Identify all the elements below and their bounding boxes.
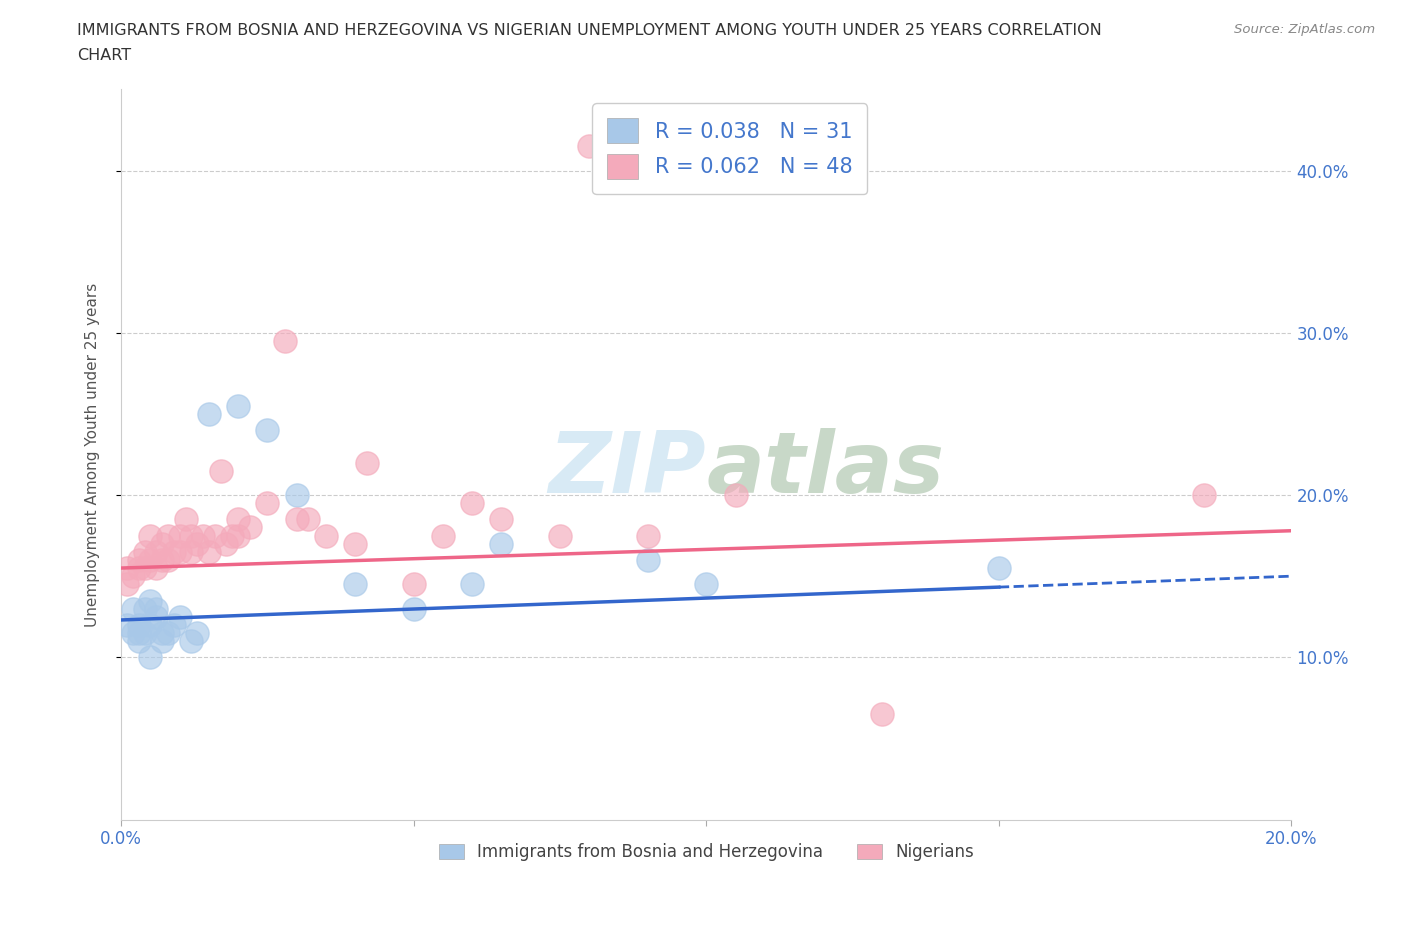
Point bbox=[461, 577, 484, 591]
Point bbox=[637, 528, 659, 543]
Point bbox=[402, 577, 425, 591]
Point bbox=[870, 707, 893, 722]
Point bbox=[150, 626, 173, 641]
Point bbox=[256, 496, 278, 511]
Point bbox=[121, 569, 143, 584]
Point bbox=[145, 609, 167, 624]
Point bbox=[344, 537, 367, 551]
Point bbox=[491, 537, 513, 551]
Point bbox=[139, 528, 162, 543]
Point bbox=[215, 537, 238, 551]
Point bbox=[150, 552, 173, 567]
Point bbox=[139, 552, 162, 567]
Point bbox=[461, 496, 484, 511]
Point bbox=[134, 601, 156, 616]
Text: ZIP: ZIP bbox=[548, 428, 706, 511]
Point bbox=[174, 512, 197, 526]
Point bbox=[180, 544, 202, 559]
Point bbox=[578, 139, 600, 153]
Point bbox=[115, 577, 138, 591]
Point bbox=[128, 618, 150, 632]
Point bbox=[432, 528, 454, 543]
Y-axis label: Unemployment Among Youth under 25 years: Unemployment Among Youth under 25 years bbox=[86, 283, 100, 627]
Point bbox=[191, 528, 214, 543]
Point bbox=[356, 455, 378, 470]
Text: CHART: CHART bbox=[77, 48, 131, 63]
Point bbox=[221, 528, 243, 543]
Point bbox=[128, 552, 150, 567]
Point bbox=[198, 544, 221, 559]
Point bbox=[180, 633, 202, 648]
Point bbox=[156, 552, 179, 567]
Point bbox=[285, 512, 308, 526]
Point bbox=[128, 561, 150, 576]
Text: atlas: atlas bbox=[706, 428, 945, 511]
Point bbox=[297, 512, 319, 526]
Point bbox=[150, 633, 173, 648]
Point bbox=[128, 626, 150, 641]
Point bbox=[145, 561, 167, 576]
Point bbox=[128, 633, 150, 648]
Point bbox=[274, 334, 297, 349]
Point bbox=[163, 618, 186, 632]
Point bbox=[186, 537, 208, 551]
Point bbox=[169, 544, 191, 559]
Point bbox=[115, 618, 138, 632]
Point bbox=[134, 626, 156, 641]
Point bbox=[491, 512, 513, 526]
Text: Source: ZipAtlas.com: Source: ZipAtlas.com bbox=[1234, 23, 1375, 36]
Point bbox=[987, 561, 1010, 576]
Point bbox=[226, 528, 249, 543]
Point bbox=[285, 487, 308, 502]
Point bbox=[134, 544, 156, 559]
Point bbox=[256, 423, 278, 438]
Point bbox=[145, 601, 167, 616]
Point bbox=[724, 487, 747, 502]
Text: IMMIGRANTS FROM BOSNIA AND HERZEGOVINA VS NIGERIAN UNEMPLOYMENT AMONG YOUTH UNDE: IMMIGRANTS FROM BOSNIA AND HERZEGOVINA V… bbox=[77, 23, 1102, 38]
Point bbox=[169, 609, 191, 624]
Point bbox=[139, 593, 162, 608]
Point bbox=[548, 528, 571, 543]
Point bbox=[1192, 487, 1215, 502]
Point bbox=[239, 520, 262, 535]
Point bbox=[134, 561, 156, 576]
Point bbox=[315, 528, 337, 543]
Point bbox=[156, 626, 179, 641]
Point bbox=[198, 406, 221, 421]
Point bbox=[156, 528, 179, 543]
Point bbox=[121, 626, 143, 641]
Point bbox=[169, 528, 191, 543]
Point bbox=[145, 544, 167, 559]
Point bbox=[402, 601, 425, 616]
Point bbox=[204, 528, 226, 543]
Point bbox=[115, 561, 138, 576]
Point bbox=[139, 618, 162, 632]
Point bbox=[163, 544, 186, 559]
Point bbox=[139, 650, 162, 665]
Point bbox=[637, 552, 659, 567]
Point bbox=[150, 537, 173, 551]
Point bbox=[186, 626, 208, 641]
Point bbox=[226, 512, 249, 526]
Point bbox=[226, 398, 249, 413]
Point bbox=[180, 528, 202, 543]
Point bbox=[121, 601, 143, 616]
Legend: Immigrants from Bosnia and Herzegovina, Nigerians: Immigrants from Bosnia and Herzegovina, … bbox=[430, 835, 981, 870]
Point bbox=[695, 577, 717, 591]
Point bbox=[209, 463, 232, 478]
Point bbox=[344, 577, 367, 591]
